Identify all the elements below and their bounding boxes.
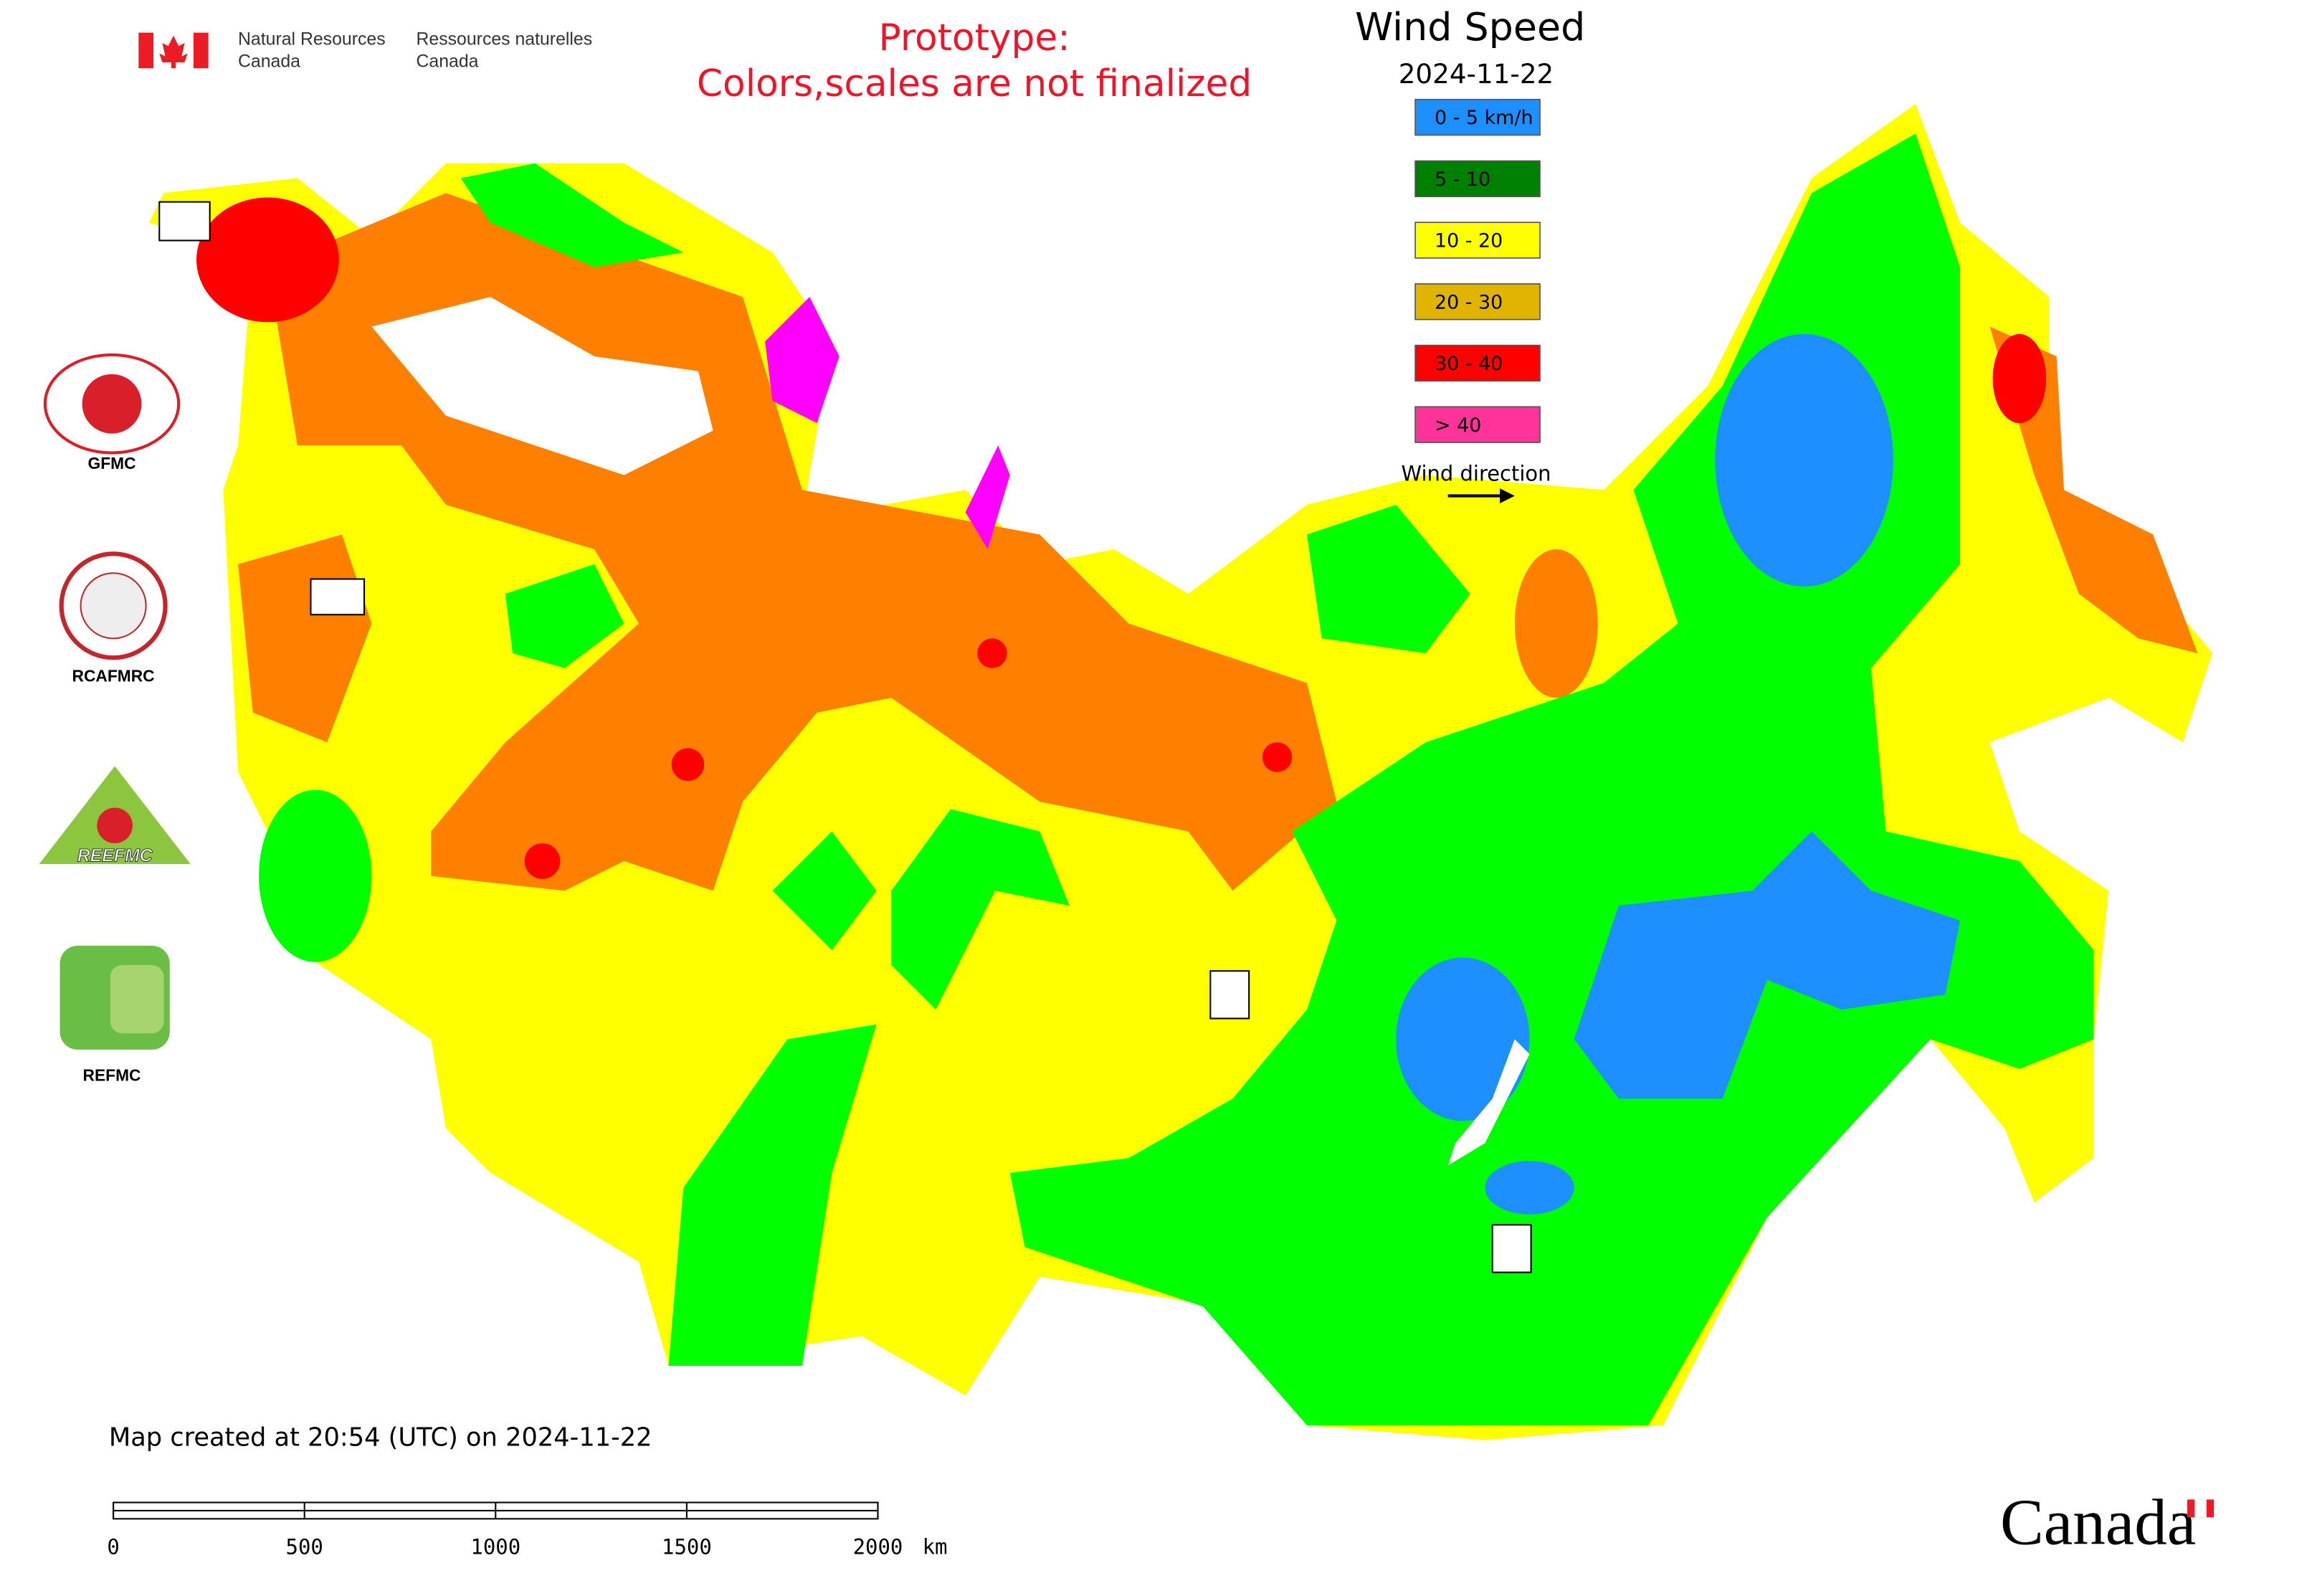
scale-tick-label: 1000 [470,1535,520,1559]
zone-green [505,564,624,668]
zone-orange [1989,326,2198,654]
government-signature: Natural Resources Canada Ressources natu… [138,29,593,72]
legend: 0 - 5 km/h 5 - 10 10 - 20 20 - 30 30 - 40 > 4… [1414,98,1541,443]
agency-fr: Ressources naturelles [417,29,593,49]
map-icon [1209,970,1250,1020]
wind-arrow-head [1500,488,1515,503]
agency-en: Natural Resources [238,29,386,49]
zone-orange [1514,549,1598,698]
legend-date: 2024-11-22 [1399,58,1554,90]
logo-rcafmrc [80,572,147,640]
created-note: Map created at 20:54 (UTC) on 2024-11-22 [109,1423,652,1453]
zone-blue [1396,957,1530,1121]
agency-en: Canada [238,52,300,72]
legend-title: Wind Speed [1355,4,1585,49]
zone-green [891,809,1070,1010]
legend-label: 30 - 40 [1435,353,1503,375]
scale-tick-label: 500 [286,1535,323,1559]
logo-gfmc [43,353,181,455]
flag-bar [193,32,209,69]
notice: Colors,scales are not finalized [697,62,1252,105]
map-icon [158,201,211,242]
logo-text: REEFMC [77,846,153,865]
notice: Prototype: [879,16,1070,60]
legend-swatch [1414,98,1541,136]
sea [371,297,713,475]
zone-blue [1574,831,1961,1099]
legend-label: 5 - 10 [1435,168,1490,191]
zone-green [1306,505,1470,654]
lake [1447,1039,1530,1166]
scale-tick-label: 0 [107,1535,119,1559]
flag-bar [138,32,153,69]
agency-fr: Canada [417,52,479,72]
wind-direction-label: Wind direction [1401,462,1551,486]
legend-label: 10 - 20 [1435,230,1503,252]
zone-green [460,163,684,267]
legend-label: > 40 [1435,414,1481,437]
wordmark-flag [2194,1499,2207,1518]
legend-label: 20 - 30 [1435,291,1503,313]
zone-pink [765,297,840,424]
zone-green [668,1024,877,1367]
zone-red [977,638,1007,668]
scale-tick-label: 1500 [662,1535,712,1559]
partner-logos: GFMC RCAFMRC REEFMC REFMC [39,201,1532,1273]
maple-leaf [159,35,188,69]
legend-swatch [1414,344,1541,382]
logo-label: REFMC [83,1065,141,1084]
legend-swatch [1414,222,1541,259]
map-icon [310,578,366,616]
zone-blue [1485,1161,1574,1215]
legend-label: 0 - 5 km/h [1435,107,1533,129]
land [148,103,2213,1440]
scale-unit: km [923,1535,948,1559]
legend-swatch [1414,160,1541,197]
logo-label: GFMC [87,454,135,472]
legend-swatch [1414,406,1541,443]
zone-pink [965,445,1010,550]
zone-green [772,831,877,951]
zone-green [259,789,372,962]
zone-red [196,197,339,323]
zone-red [1262,742,1293,772]
map-icon [1491,1224,1532,1273]
scale-tick-label: 2000 [853,1535,903,1559]
zone-red [671,748,705,782]
logo-reefmc [97,807,133,844]
zone-red [1992,333,2047,424]
zone-red [524,843,561,879]
legend-swatch [1414,283,1541,320]
logo-gfmc [82,374,142,434]
logo-label: RCAFMRC [72,666,155,685]
logo-refmc [110,964,164,1034]
scale-bar: 0 500 1000 1500 2000 km [107,1501,948,1559]
zone-blue [1715,333,1893,586]
canada-wordmark: Canada [2000,1486,2196,1559]
